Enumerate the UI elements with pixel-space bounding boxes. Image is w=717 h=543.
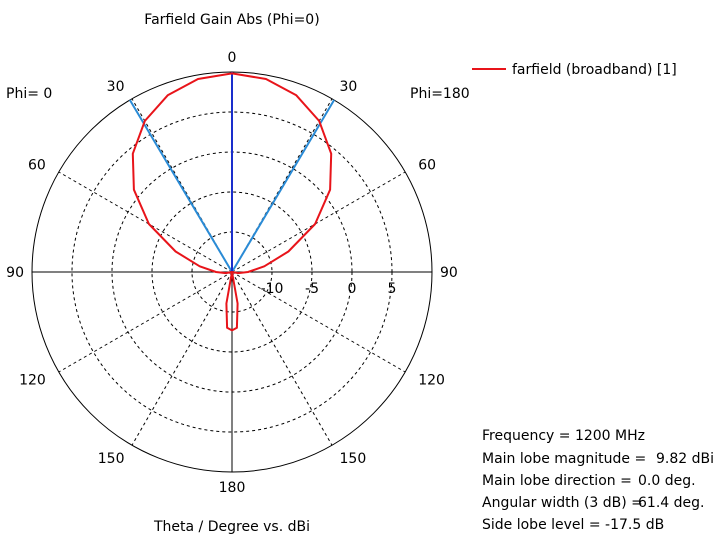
phi-right-label: Phi=180 xyxy=(410,86,470,102)
angle-tick-label: 30 xyxy=(107,79,125,95)
info-main-lobe-magnitude-value: 9.82 dBi xyxy=(656,451,715,467)
radial-tick-label: 5 xyxy=(388,281,397,297)
angle-tick-label: 90 xyxy=(440,265,458,281)
radial-tick-label: -5 xyxy=(305,281,319,297)
x-axis-label: Theta / Degree vs. dBi xyxy=(153,519,310,535)
series-layer xyxy=(131,72,333,332)
grid-spoke xyxy=(131,271,233,446)
beamwidth-edge-line xyxy=(129,99,233,273)
info-main-lobe-direction-value: 0.0 deg. xyxy=(638,473,696,489)
angle-tick-label: 180 xyxy=(219,480,246,496)
grid-spoke xyxy=(58,271,233,373)
polar-grid xyxy=(31,71,433,473)
lobe-markers xyxy=(129,72,335,273)
grid-spoke xyxy=(231,171,406,273)
legend: farfield (broadband) [1] xyxy=(472,62,677,78)
angle-tick-label: 150 xyxy=(98,451,125,467)
series-line xyxy=(131,72,333,332)
info-angular-width: Angular width (3 dB) = 61.4 deg. xyxy=(482,495,704,511)
phi-left-label: Phi= 0 xyxy=(6,86,52,102)
grid-spoke xyxy=(231,271,333,446)
info-side-lobe-level: Side lobe level = -17.5 dB xyxy=(482,517,665,533)
radial-tick-label: 0 xyxy=(348,281,357,297)
info-angular-width-value: 61.4 deg. xyxy=(638,495,705,511)
radial-tick-labels: -10 -5 0 5 xyxy=(261,281,397,297)
angle-tick-label: 150 xyxy=(340,451,367,467)
radial-tick-label: -10 xyxy=(261,281,284,297)
info-main-lobe-magnitude-label: Main lobe magnitude = xyxy=(482,451,647,467)
beamwidth-edge-line xyxy=(231,99,335,273)
angle-tick-label: 90 xyxy=(6,265,24,281)
grid-spoke xyxy=(58,171,233,273)
info-main-lobe-magnitude: Main lobe magnitude = 9.82 dBi xyxy=(482,451,714,467)
angle-tick-label: 120 xyxy=(19,373,46,389)
angle-tick-labels: 0 30 60 90 120 150 180 150 120 90 60 30 xyxy=(6,50,458,496)
info-main-lobe-direction-label: Main lobe direction = xyxy=(482,473,632,489)
info-main-lobe-direction: Main lobe direction = 0.0 deg. xyxy=(482,473,696,489)
info-angular-width-label: Angular width (3 dB) = xyxy=(482,495,643,511)
angle-tick-label: 60 xyxy=(28,158,46,174)
legend-label: farfield (broadband) [1] xyxy=(512,62,677,78)
chart-title: Farfield Gain Abs (Phi=0) xyxy=(144,12,319,28)
info-frequency: Frequency = 1200 MHz xyxy=(482,428,645,444)
angle-tick-label: 0 xyxy=(228,50,237,66)
angle-tick-label: 120 xyxy=(418,373,445,389)
angle-tick-label: 30 xyxy=(340,79,358,95)
angle-tick-label: 60 xyxy=(418,158,436,174)
